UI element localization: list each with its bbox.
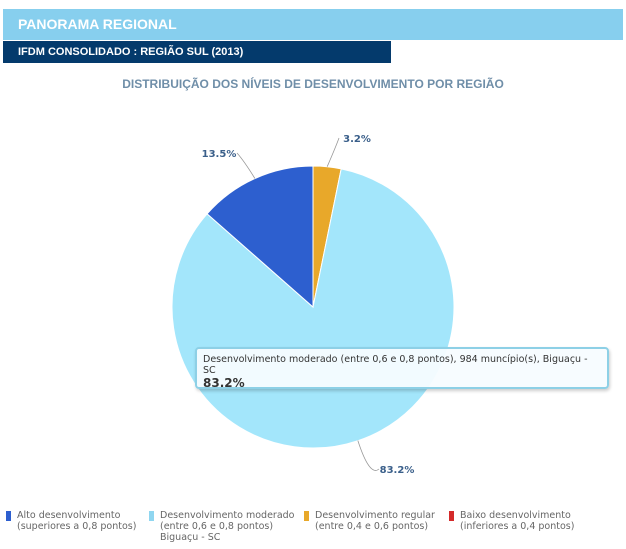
legend-swatch bbox=[449, 511, 454, 521]
legend-item-regular[interactable]: Desenvolvimento regular (entre 0,4 e 0,6… bbox=[304, 510, 435, 532]
connector-line bbox=[236, 152, 256, 179]
legend-label: Alto desenvolvimento bbox=[17, 510, 121, 521]
chart-title: DISTRIBUIÇÃO DOS NÍVEIS DE DESENVOLVIMEN… bbox=[122, 77, 504, 91]
pie-slice-3[interactable] bbox=[206, 165, 314, 309]
legend-label: Baixo desenvolvimento bbox=[460, 510, 571, 521]
legend-extra: Biguaçu - SC bbox=[160, 532, 221, 543]
panel-subheader: IFDM CONSOLIDADO : REGIÃO SUL (2013) bbox=[3, 41, 391, 63]
data-label: 13.5% bbox=[202, 149, 237, 160]
legend-item-moderado[interactable]: Desenvolvimento moderado (entre 0,6 e 0,… bbox=[149, 510, 295, 543]
legend-sublabel: (superiores a 0,8 pontos) bbox=[17, 521, 137, 532]
legend-label: Desenvolvimento moderado bbox=[160, 510, 295, 521]
legend-sublabel: (inferiores a 0,4 pontos) bbox=[460, 521, 575, 532]
legend-sublabel: (entre 0,6 e 0,8 pontos) bbox=[160, 521, 274, 532]
tooltip-text: Desenvolvimento moderado (entre 0,6 e 0,… bbox=[203, 354, 588, 376]
legend-swatch bbox=[6, 511, 11, 521]
legend-item-baixo[interactable]: Baixo desenvolvimento (inferiores a 0,4 … bbox=[449, 510, 575, 532]
data-label: 83.2% bbox=[380, 465, 415, 476]
data-label: 3.2% bbox=[343, 134, 371, 145]
panel-header: PANORAMA REGIONAL bbox=[3, 9, 623, 40]
connector-line bbox=[357, 440, 380, 471]
tooltip: Desenvolvimento moderado (entre 0,6 e 0,… bbox=[195, 347, 609, 390]
legend-swatch bbox=[149, 511, 154, 521]
tooltip-value: 83.2% bbox=[203, 376, 245, 390]
legend-item-alto[interactable]: Alto desenvolvimento (superiores a 0,8 p… bbox=[6, 510, 137, 532]
legend-swatch bbox=[304, 511, 309, 521]
legend-label: Desenvolvimento regular bbox=[315, 510, 435, 521]
legend-sublabel: (entre 0,4 e 0,6 pontos) bbox=[315, 521, 429, 532]
connector-line bbox=[326, 137, 340, 167]
